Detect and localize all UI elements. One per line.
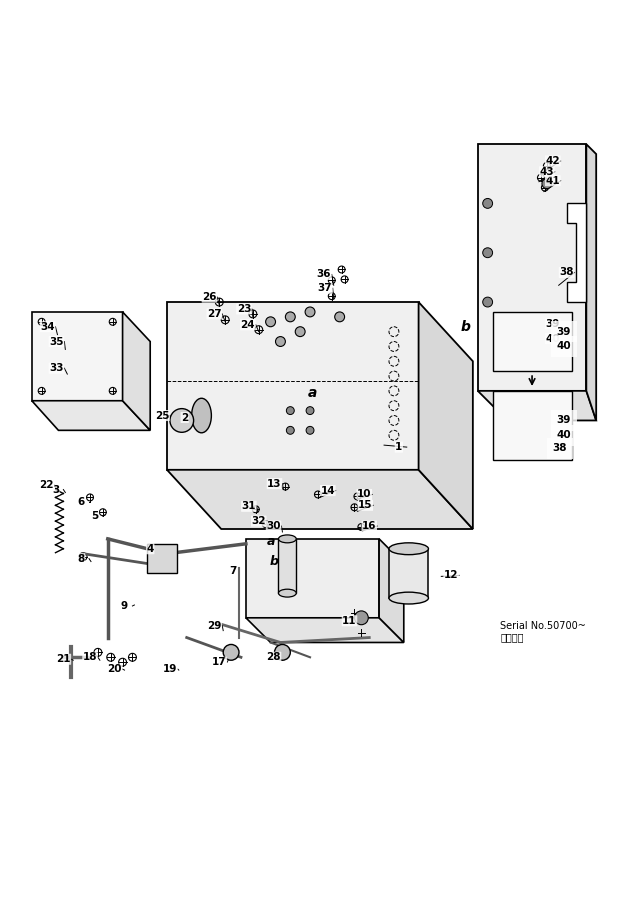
Text: 41: 41 (545, 176, 560, 186)
Circle shape (483, 248, 493, 258)
Text: 34: 34 (40, 322, 55, 332)
Ellipse shape (278, 589, 296, 597)
Text: 32: 32 (251, 516, 266, 526)
Text: 10: 10 (357, 490, 372, 500)
Circle shape (542, 178, 552, 188)
Polygon shape (246, 618, 404, 642)
Circle shape (354, 611, 368, 624)
Text: 18: 18 (83, 652, 97, 662)
Polygon shape (389, 549, 428, 598)
Text: 24: 24 (241, 319, 255, 329)
Text: 26: 26 (202, 292, 217, 302)
Ellipse shape (389, 543, 428, 555)
Text: 8: 8 (78, 553, 85, 563)
Text: 40: 40 (545, 334, 560, 344)
Circle shape (306, 427, 314, 434)
Text: 5: 5 (92, 511, 98, 521)
Circle shape (305, 307, 315, 317)
Text: 12: 12 (444, 571, 458, 581)
Text: 9: 9 (121, 601, 128, 611)
Polygon shape (478, 144, 586, 391)
Ellipse shape (192, 399, 211, 433)
Text: 37: 37 (317, 283, 332, 293)
Text: 36: 36 (317, 269, 331, 279)
Text: 22: 22 (40, 480, 54, 490)
Text: 39: 39 (557, 416, 571, 426)
Polygon shape (478, 391, 596, 420)
Polygon shape (147, 544, 177, 573)
Text: 2: 2 (181, 412, 188, 422)
Polygon shape (122, 312, 150, 430)
Text: 4: 4 (147, 544, 154, 554)
Text: 38: 38 (559, 268, 574, 278)
Text: 29: 29 (207, 621, 221, 631)
Text: 27: 27 (207, 308, 222, 318)
Polygon shape (419, 302, 473, 529)
Text: 40: 40 (557, 430, 571, 440)
Text: 21: 21 (56, 654, 71, 664)
Circle shape (223, 644, 239, 661)
Text: 16: 16 (362, 521, 376, 531)
Text: 7: 7 (229, 566, 237, 576)
Text: 25: 25 (155, 410, 169, 420)
Text: 17: 17 (212, 657, 226, 667)
Text: 20: 20 (107, 664, 122, 674)
Text: 31: 31 (241, 501, 256, 511)
Polygon shape (167, 470, 473, 529)
Text: 39: 39 (557, 327, 571, 337)
Text: 15: 15 (358, 501, 372, 511)
Ellipse shape (389, 592, 428, 604)
Circle shape (275, 644, 290, 661)
Circle shape (285, 312, 295, 322)
Bar (493, 391, 572, 460)
Text: Serial No.50700~: Serial No.50700~ (500, 621, 586, 631)
Text: 1: 1 (395, 442, 403, 452)
Polygon shape (32, 312, 122, 400)
Text: 6: 6 (78, 498, 85, 508)
Text: 19: 19 (163, 664, 177, 674)
Circle shape (295, 327, 305, 337)
Ellipse shape (278, 535, 296, 543)
Bar (493, 312, 572, 371)
Text: a: a (307, 386, 317, 399)
Text: b: b (270, 555, 279, 568)
Polygon shape (567, 204, 586, 302)
Polygon shape (586, 144, 596, 420)
Text: 39: 39 (545, 318, 560, 329)
Text: 13: 13 (267, 479, 282, 489)
Polygon shape (379, 539, 404, 642)
Text: 43: 43 (540, 167, 554, 177)
Bar (278, 539, 296, 593)
Text: 33: 33 (49, 363, 64, 373)
Circle shape (275, 337, 285, 347)
Text: a: a (266, 535, 275, 549)
Text: 40: 40 (557, 341, 571, 351)
Circle shape (266, 317, 275, 327)
Circle shape (532, 347, 542, 357)
Circle shape (483, 198, 493, 208)
Text: 35: 35 (49, 337, 64, 347)
Text: 23: 23 (236, 304, 251, 314)
Text: 14: 14 (320, 486, 335, 496)
Text: 適用引源: 適用引源 (500, 632, 524, 642)
Circle shape (335, 312, 345, 322)
Circle shape (306, 407, 314, 415)
Circle shape (170, 409, 194, 432)
Polygon shape (246, 539, 379, 618)
Circle shape (287, 427, 294, 434)
Text: 3: 3 (52, 484, 59, 494)
Circle shape (483, 298, 493, 307)
Text: b: b (461, 319, 471, 334)
Text: 42: 42 (545, 156, 560, 166)
Text: 30: 30 (266, 521, 281, 531)
Polygon shape (32, 400, 150, 430)
Circle shape (287, 407, 294, 415)
Text: 28: 28 (266, 652, 281, 662)
Text: 11: 11 (342, 616, 357, 626)
Text: 38: 38 (553, 443, 567, 453)
Polygon shape (167, 302, 419, 470)
